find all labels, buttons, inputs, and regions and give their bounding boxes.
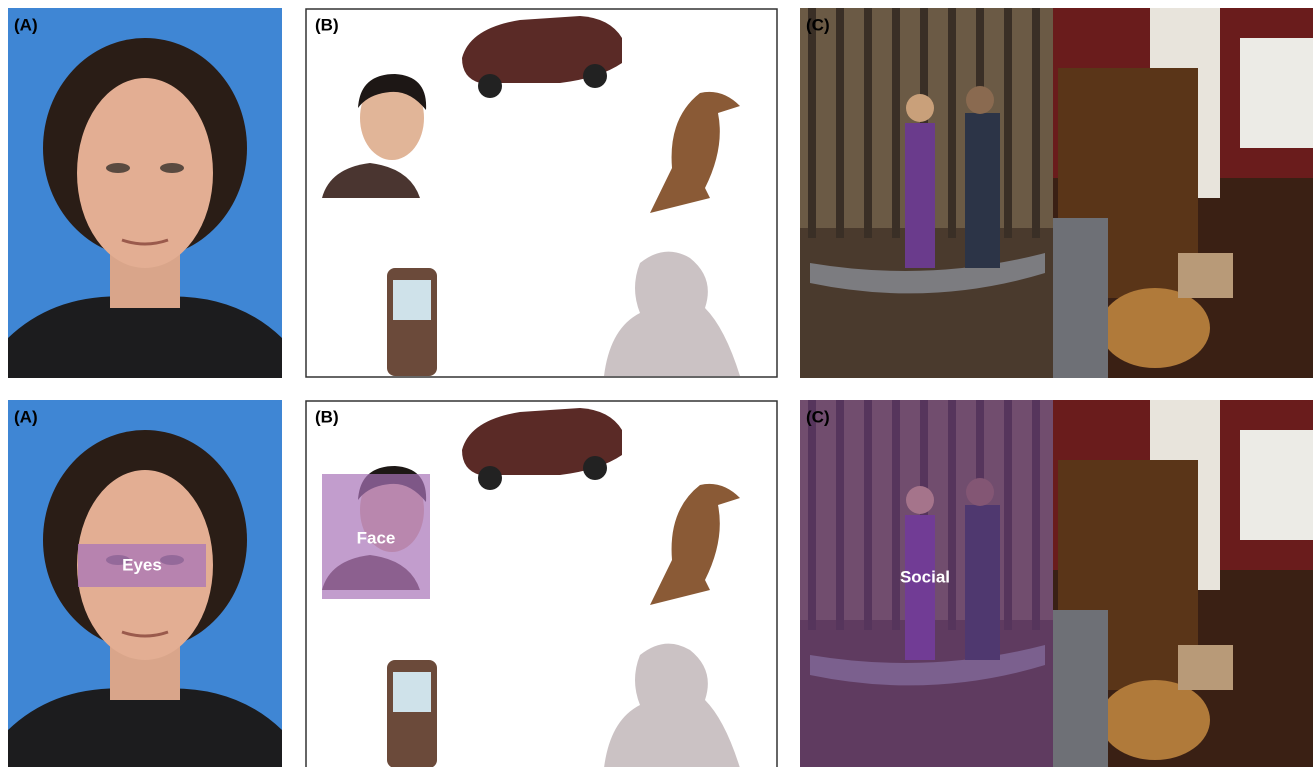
tree bbox=[864, 8, 872, 238]
chair bbox=[1053, 218, 1108, 378]
tree bbox=[836, 8, 844, 238]
tree bbox=[864, 400, 872, 630]
panel-label: (A) bbox=[14, 407, 38, 426]
wheel bbox=[478, 74, 502, 98]
figure-row: (A) (B) (C) bbox=[8, 8, 1313, 378]
wheel bbox=[583, 456, 607, 480]
radiator bbox=[1240, 38, 1313, 148]
tree bbox=[948, 8, 956, 238]
tree bbox=[808, 400, 816, 630]
child bbox=[905, 123, 935, 268]
bird bbox=[650, 91, 740, 213]
rope-bridge bbox=[810, 645, 1045, 686]
child bbox=[965, 113, 1000, 268]
chair bbox=[1053, 610, 1108, 767]
aoi-overlay bbox=[322, 474, 430, 599]
eye bbox=[106, 163, 130, 173]
tree bbox=[808, 8, 816, 238]
aoi-overlay bbox=[78, 544, 206, 587]
face bbox=[77, 78, 213, 268]
panel-label: (C) bbox=[806, 407, 830, 426]
aoi-label: Social bbox=[900, 567, 950, 586]
tree bbox=[836, 400, 844, 630]
figure-row: Eyes Face Social (A) (B) (C) bbox=[8, 400, 1313, 767]
scrambled-figure bbox=[604, 643, 740, 767]
phone-screen bbox=[393, 280, 431, 320]
panel-label: (C) bbox=[806, 15, 830, 34]
stool bbox=[1100, 288, 1210, 368]
eye bbox=[160, 163, 184, 173]
person-hair bbox=[358, 74, 427, 110]
person-head bbox=[360, 76, 424, 160]
phone-screen bbox=[393, 672, 431, 712]
tree bbox=[1032, 400, 1040, 630]
shoulders bbox=[8, 296, 282, 378]
panel-label: (B) bbox=[315, 407, 339, 426]
bird bbox=[650, 483, 740, 605]
child-head bbox=[966, 86, 994, 114]
tree bbox=[1032, 8, 1040, 238]
child bbox=[905, 515, 935, 660]
aoi-overlay bbox=[800, 400, 1053, 767]
person bbox=[322, 163, 420, 198]
tree bbox=[948, 400, 956, 630]
child-head bbox=[906, 486, 934, 514]
car bbox=[462, 408, 622, 475]
scrambled-figure bbox=[604, 251, 740, 376]
wheel bbox=[583, 64, 607, 88]
aoi-label: Face bbox=[357, 528, 396, 547]
car bbox=[462, 16, 622, 83]
child bbox=[965, 505, 1000, 660]
child-head bbox=[966, 478, 994, 506]
tree bbox=[1004, 400, 1012, 630]
mouth bbox=[121, 238, 169, 246]
tree bbox=[892, 8, 900, 238]
toy-box bbox=[1178, 253, 1233, 298]
mouth bbox=[121, 630, 169, 638]
panel-label: (A) bbox=[14, 15, 38, 34]
wheel bbox=[478, 466, 502, 490]
toy-box bbox=[1178, 645, 1233, 690]
panel-label: (B) bbox=[315, 15, 339, 34]
shoulders bbox=[8, 688, 282, 767]
tree bbox=[1004, 8, 1012, 238]
stool bbox=[1100, 680, 1210, 760]
radiator bbox=[1240, 430, 1313, 540]
aoi-label: Eyes bbox=[122, 555, 162, 574]
tree bbox=[892, 400, 900, 630]
child-head bbox=[906, 94, 934, 122]
rope-bridge bbox=[810, 253, 1045, 294]
